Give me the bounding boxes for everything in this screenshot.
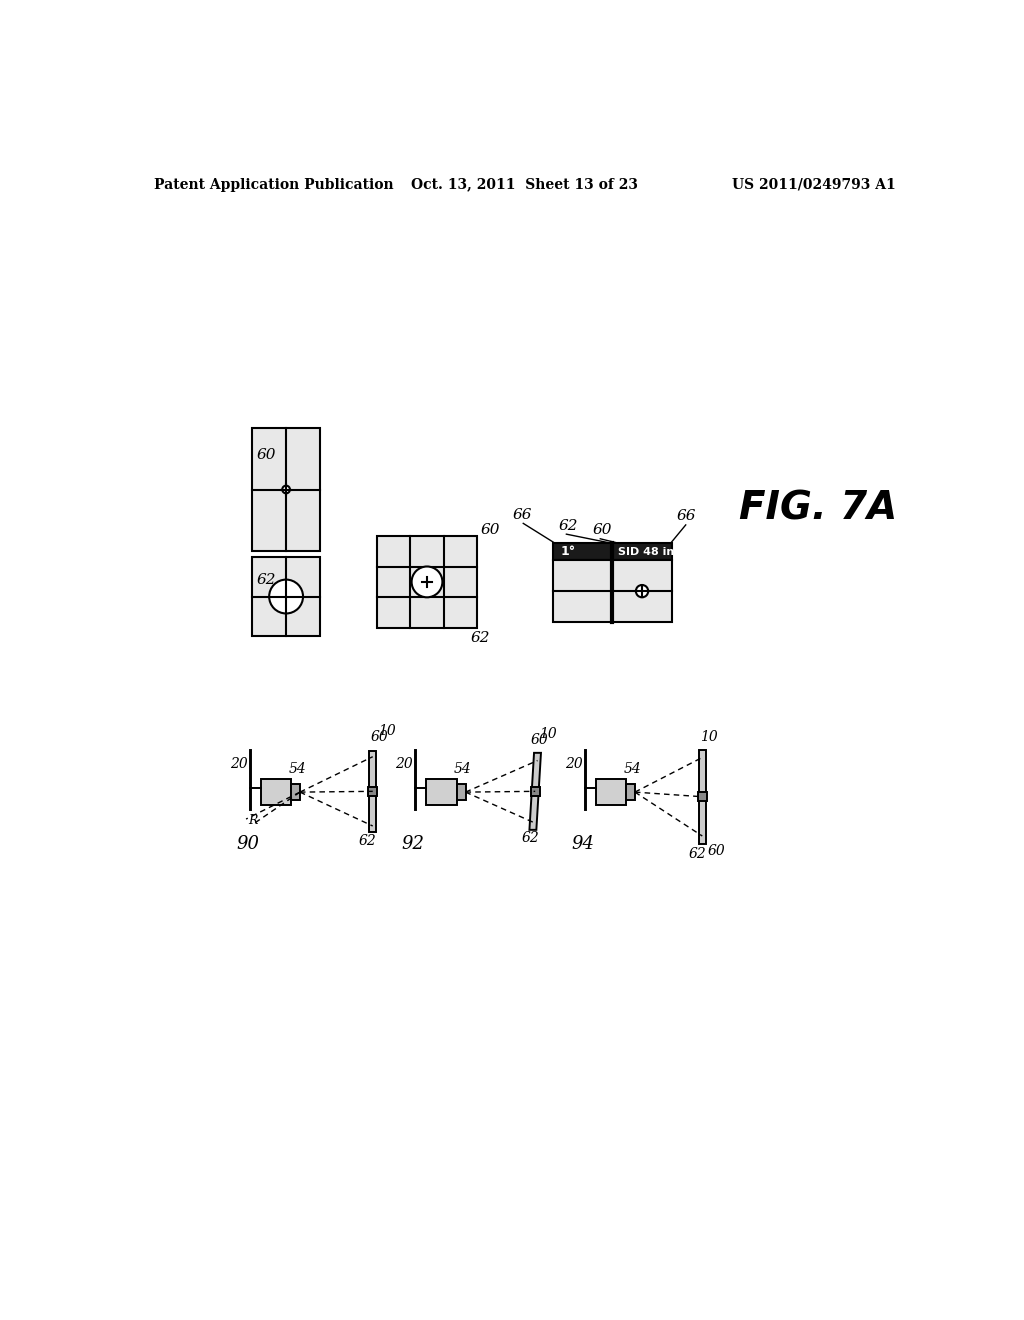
Text: US 2011/0249793 A1: US 2011/0249793 A1 [732, 178, 896, 191]
Text: 62: 62 [688, 846, 707, 861]
Bar [553, 544, 672, 561]
Text: 1°: 1° [560, 545, 575, 558]
Text: 54: 54 [289, 762, 306, 776]
Bar [530, 787, 540, 796]
Text: 62: 62 [559, 519, 579, 533]
Circle shape [269, 579, 303, 614]
Bar [368, 787, 378, 796]
Text: 20: 20 [230, 758, 248, 771]
Bar [457, 784, 466, 800]
Text: 60: 60 [257, 449, 276, 462]
Text: 60: 60 [371, 730, 388, 744]
Text: 20: 20 [395, 758, 414, 771]
Bar [292, 784, 300, 800]
Bar [252, 557, 319, 636]
Bar [426, 779, 457, 805]
Text: 90: 90 [237, 836, 259, 853]
Text: 62: 62 [257, 573, 276, 587]
Text: 92: 92 [401, 836, 425, 853]
Bar [252, 428, 319, 552]
Bar [596, 779, 627, 805]
Text: Patent Application Publication: Patent Application Publication [154, 178, 393, 191]
Text: 10: 10 [379, 725, 396, 738]
Text: 66: 66 [512, 508, 532, 521]
Text: 60: 60 [593, 523, 612, 537]
Polygon shape [529, 752, 541, 830]
Text: SID 48 in.: SID 48 in. [618, 546, 679, 557]
Circle shape [283, 486, 290, 494]
Text: 10: 10 [539, 726, 556, 741]
Text: Oct. 13, 2011  Sheet 13 of 23: Oct. 13, 2011 Sheet 13 of 23 [412, 178, 638, 191]
Bar [377, 536, 477, 628]
Text: 60: 60 [480, 523, 500, 537]
Bar [627, 784, 635, 800]
Bar [370, 751, 376, 832]
Text: 54: 54 [454, 762, 472, 776]
Bar [553, 560, 672, 622]
Text: 20: 20 [565, 758, 583, 771]
Text: 60: 60 [531, 733, 549, 747]
Bar [697, 792, 707, 801]
Text: 62: 62 [521, 832, 539, 845]
Text: 62: 62 [471, 631, 490, 645]
Circle shape [636, 585, 648, 597]
Text: 60: 60 [708, 843, 726, 858]
Text: 66: 66 [677, 510, 696, 524]
Text: 54: 54 [624, 762, 641, 776]
Text: 62: 62 [358, 833, 377, 847]
Text: 10: 10 [700, 730, 718, 743]
Text: R: R [249, 813, 258, 826]
Bar [261, 779, 292, 805]
Bar [698, 750, 706, 843]
Text: FIG. 7A: FIG. 7A [739, 490, 897, 528]
Text: 94: 94 [571, 836, 594, 853]
Circle shape [412, 566, 442, 597]
